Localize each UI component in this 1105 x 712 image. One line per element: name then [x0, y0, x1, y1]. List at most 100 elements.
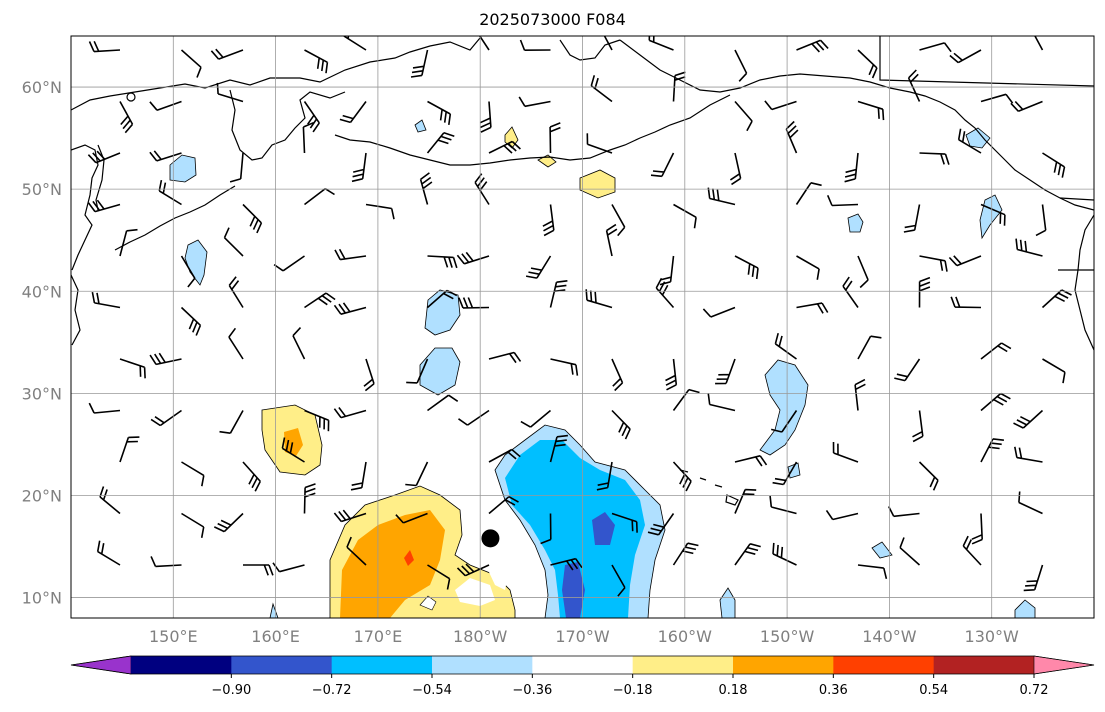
wind-barb: [474, 173, 490, 205]
wind-barb: [585, 289, 613, 309]
colorbar-segment: [933, 656, 1035, 674]
latitude-label: 10°N: [22, 589, 62, 608]
colorbar-extend-low: [70, 655, 132, 675]
positive-anomaly-small-core: [284, 428, 303, 456]
wind-barb: [785, 120, 799, 154]
colorbar-label: 0.54: [919, 683, 948, 698]
wind-barb: [611, 564, 626, 597]
wind-barb: [672, 71, 686, 102]
colorbar: −0.90 −0.72 −0.54 −0.36 −0.18 0.18 0.36 0.54 0.7…: [70, 655, 1095, 698]
wind-barb: [907, 69, 921, 102]
wind-barb: [549, 122, 561, 154]
latitude-labels: 60°N 50°N 40°N 30°N 20°N 10°N: [22, 78, 62, 608]
wind-barb: [119, 358, 146, 379]
negative-anomaly-b: [419, 347, 461, 396]
wind-barb: [518, 96, 551, 108]
wind-barb: [303, 101, 320, 133]
wind-barb: [456, 251, 490, 265]
hawaii-islands: [679, 469, 739, 506]
positive-anomaly-core: [340, 510, 445, 618]
aleutian-chain: [334, 94, 731, 166]
wind-barb: [772, 542, 797, 566]
wind-barb: [796, 39, 829, 53]
canada-border-south: [1059, 197, 1094, 201]
wind-barb: [844, 152, 859, 183]
wind-barb: [611, 358, 624, 392]
wind-barb: [213, 512, 244, 533]
negative-anomaly-g: [719, 587, 736, 618]
wind-barb: [1015, 238, 1043, 257]
wind-barb: [826, 194, 859, 207]
wind-barb: [219, 410, 244, 434]
wind-barb: [611, 204, 626, 237]
colorbar-extend-high: [1033, 655, 1095, 675]
wind-barb: [272, 562, 305, 573]
wind-barb: [229, 152, 244, 183]
longitude-label: 150°E: [149, 627, 198, 646]
wind-barb: [458, 297, 490, 309]
wind-barb: [903, 204, 921, 233]
longitude-label: 140°W: [862, 627, 917, 646]
wind-barb: [795, 182, 822, 205]
longitude-labels: 150°E 160°E 170°E 180°W 170°W 160°W 150°W 140°W…: [149, 627, 1019, 646]
colorbar-label: 0.18: [719, 683, 748, 698]
wind-barb: [91, 291, 121, 309]
wind-barb: [292, 327, 306, 360]
wind-barb: [707, 393, 736, 412]
wind-barb: [488, 140, 521, 154]
wind-barb: [150, 409, 182, 427]
wind-barb: [149, 352, 182, 366]
latitude-label: 30°N: [22, 384, 62, 403]
wind-barb: [702, 306, 736, 318]
colorbar-label: −0.90: [211, 683, 251, 698]
longitude-label: 150°W: [760, 627, 815, 646]
storm-center-marker: [481, 529, 500, 548]
wind-barb: [228, 276, 244, 308]
wind-barb: [149, 100, 182, 111]
wind-barb: [769, 495, 797, 515]
wind-barb: [672, 542, 699, 566]
sakhalin-coastline: [95, 144, 105, 211]
wind-barb: [303, 483, 316, 514]
wind-barb: [1035, 204, 1047, 237]
negative-anomaly-peak2: [562, 562, 585, 618]
wind-barb: [365, 203, 395, 220]
negative-anomaly-core: [505, 440, 645, 618]
wind-barb: [427, 564, 451, 590]
longitude-label: 170°E: [354, 627, 403, 646]
wind-barb: [419, 172, 433, 205]
wind-barb: [427, 394, 459, 412]
colorbar-label: 0.36: [819, 683, 848, 698]
alaska-coastline: [619, 39, 1094, 211]
wind-barb: [596, 461, 613, 491]
wind-barb: [825, 509, 859, 521]
wind-barb: [586, 133, 613, 154]
white-hole: [419, 595, 437, 611]
wind-barb: [707, 187, 736, 206]
wind-barb: [734, 488, 757, 514]
positive-anomaly-peak: [404, 550, 414, 566]
wind-barb: [919, 152, 950, 165]
wind-barb: [488, 448, 521, 463]
wind-barb: [1018, 491, 1043, 515]
wind-barb: [549, 434, 568, 463]
wind-barb: [912, 410, 924, 443]
wind-barb: [456, 563, 490, 577]
wind-barb: [216, 82, 244, 103]
wind-barb: [734, 49, 748, 82]
wind-barb: [672, 461, 692, 492]
wind-barb: [1041, 289, 1072, 309]
longitude-label: 160°W: [658, 627, 713, 646]
wind-barb: [857, 100, 885, 121]
north-america-coastline: [1074, 214, 1094, 351]
longitude-label: 130°W: [965, 627, 1020, 646]
anomaly-fields: [169, 119, 1036, 618]
wind-barb: [119, 436, 140, 463]
colorbar-segment: [231, 656, 333, 674]
wind-barb: [949, 49, 982, 64]
wind-barb: [603, 36, 613, 51]
wind-barb: [647, 513, 675, 536]
wind-barb: [648, 36, 674, 51]
negative-anomaly-d: [184, 239, 208, 286]
wind-barb: [488, 496, 519, 515]
